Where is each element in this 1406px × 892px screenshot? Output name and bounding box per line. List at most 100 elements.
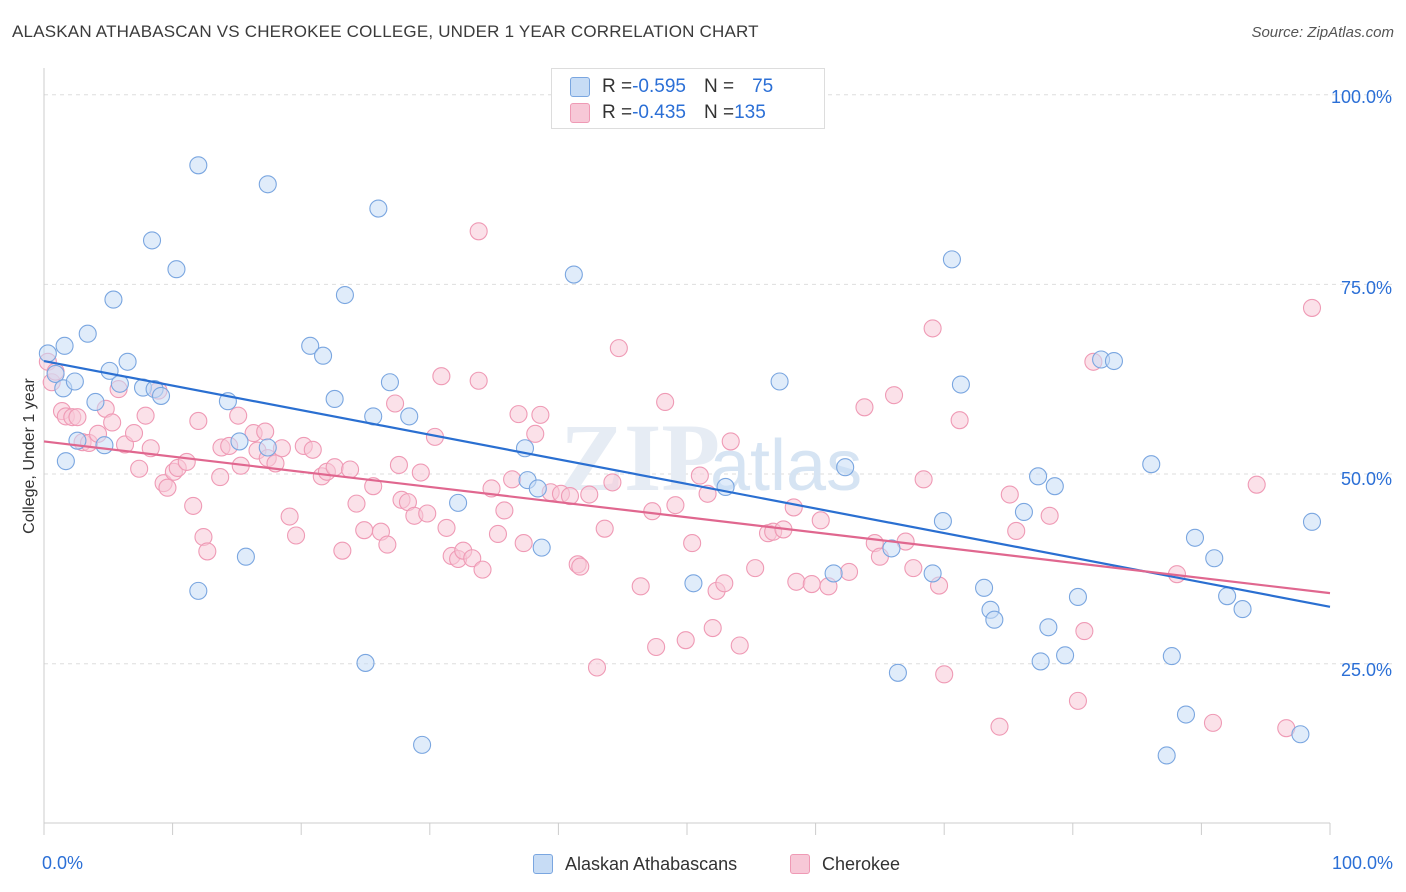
data-point [1176, 705, 1196, 724]
data-point [787, 572, 806, 591]
data-point [564, 265, 583, 284]
data-point [923, 319, 942, 338]
data-point [256, 422, 275, 441]
data-point [110, 374, 129, 393]
data-point [488, 524, 508, 544]
data-point [411, 463, 430, 482]
legend-swatch-blue [570, 77, 590, 97]
legend-row-pink: R = -0.435 N = 135 [570, 100, 766, 126]
data-point [1162, 647, 1181, 666]
data-point [609, 339, 628, 358]
data-point [333, 541, 352, 560]
data-point [369, 199, 388, 218]
data-point [935, 665, 954, 684]
data-point [703, 618, 722, 638]
bottom-legend-cherokee: Cherokee [790, 852, 900, 876]
data-point [975, 578, 994, 597]
data-point [631, 577, 650, 596]
data-point [400, 407, 419, 426]
data-point [571, 557, 590, 576]
legend-n-label: N = [703, 76, 735, 97]
y-tick-25: 25.0% [1340, 660, 1392, 680]
data-point [824, 564, 843, 583]
data-point [177, 452, 196, 471]
data-point [1000, 485, 1019, 504]
data-point [503, 470, 522, 489]
data-point [95, 436, 114, 455]
legend-r-label: R = [602, 76, 633, 97]
data-point [314, 346, 333, 365]
data-point [1039, 618, 1058, 637]
legend-row-blue: R = -0.595 N = 75 [570, 74, 773, 100]
data-point [656, 392, 675, 412]
data-point [184, 496, 203, 515]
data-point [1185, 528, 1205, 547]
data-point [86, 392, 105, 412]
y-tick-50: 50.0% [1340, 469, 1392, 489]
bottom-legend-alaskan: Alaskan Athabascans [533, 852, 737, 876]
data-point [258, 175, 277, 194]
trend-line-alaskan-athabascans [43, 359, 1331, 608]
bottom-legend-swatch-blue [533, 854, 553, 874]
data-point [950, 411, 969, 430]
data-point [301, 336, 320, 355]
chart-title: ALASKAN ATHABASCAN VS CHEROKEE COLLEGE, … [12, 22, 759, 41]
data-point [1068, 691, 1087, 710]
trend-lines [43, 359, 1331, 608]
data-point [1007, 521, 1026, 540]
trend-line-cherokee [43, 440, 1331, 595]
data-point [158, 478, 177, 497]
data-point [526, 424, 545, 443]
data-point [258, 438, 277, 457]
data-point [923, 564, 942, 583]
legend-r-value: -0.595 [632, 76, 686, 97]
data-point [280, 507, 299, 526]
data-point [942, 250, 961, 269]
data-point [46, 364, 65, 383]
data-point [888, 663, 907, 682]
legend-n-value: 75 [752, 76, 774, 97]
data-point [836, 458, 855, 477]
data-point [229, 406, 248, 425]
data-point [802, 574, 821, 594]
data-point [356, 653, 375, 672]
data-point [449, 493, 468, 512]
data-point [469, 371, 488, 390]
data-point [770, 372, 789, 391]
data-point [167, 260, 186, 279]
data-point [746, 559, 765, 578]
data-point [1233, 600, 1252, 619]
data-point [347, 494, 366, 513]
data-point [1205, 549, 1224, 568]
data-point [104, 290, 123, 309]
data-point [1218, 587, 1237, 606]
data-point [1142, 455, 1161, 474]
data-point [580, 485, 599, 504]
data-point [1247, 475, 1266, 494]
data-point [1104, 351, 1124, 371]
data-point [473, 560, 492, 579]
data-point [198, 542, 217, 561]
data-point [882, 539, 901, 558]
data-point [136, 406, 155, 425]
data-point [211, 468, 230, 487]
data-point [364, 477, 383, 496]
data-point [1291, 725, 1310, 744]
data-point [380, 373, 399, 392]
data-point [1014, 502, 1033, 522]
data-point [528, 479, 547, 498]
data-point [985, 610, 1004, 629]
data-point [389, 455, 408, 474]
data-point [1302, 512, 1322, 531]
data-point [784, 498, 803, 517]
data-point [230, 432, 249, 451]
legend-r-label: R = [602, 102, 633, 123]
data-point [532, 538, 551, 557]
data-point [531, 405, 550, 424]
data-point [78, 324, 97, 343]
data-point [1040, 506, 1059, 525]
data-point [715, 574, 734, 593]
data-point [325, 389, 344, 409]
data-point [603, 473, 622, 492]
